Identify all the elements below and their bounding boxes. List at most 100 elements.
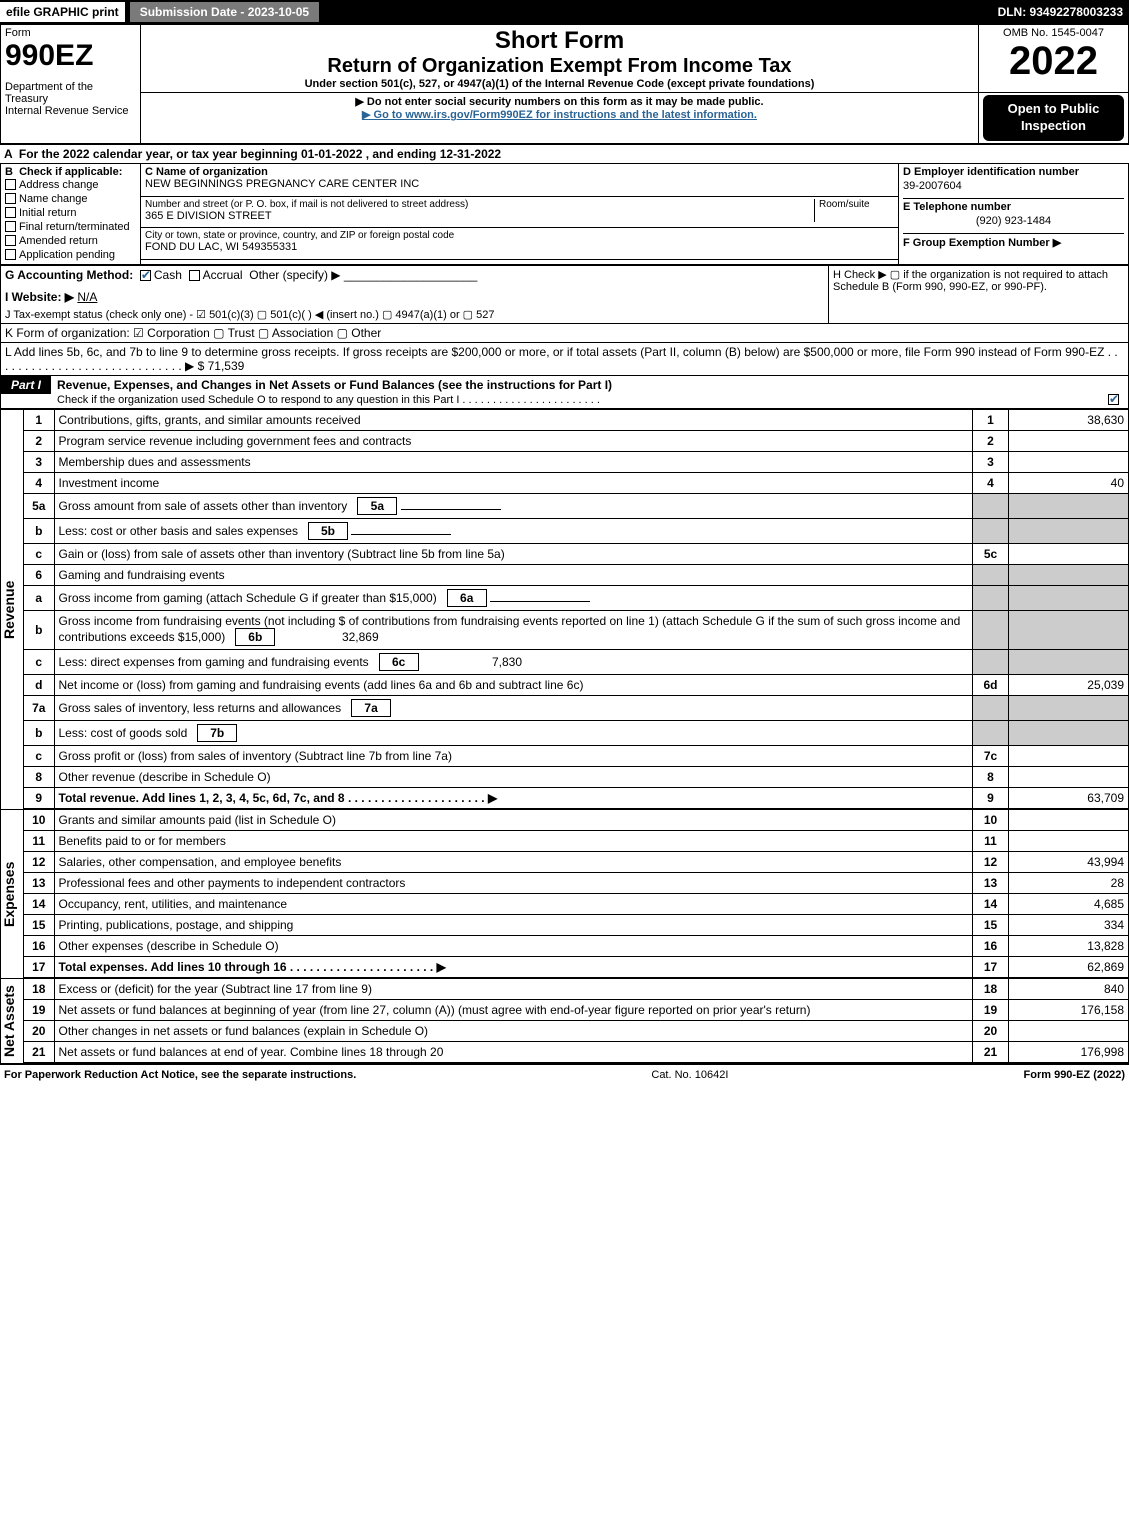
line-10-desc: Grants and similar amounts paid (list in…	[54, 809, 973, 830]
line-4-desc: Investment income	[54, 472, 973, 493]
top-bar: efile GRAPHIC print Submission Date - 20…	[0, 0, 1129, 24]
submission-date: Submission Date - 2023-10-05	[129, 1, 320, 23]
form-number: 990EZ	[5, 39, 136, 73]
website: N/A	[77, 290, 97, 304]
line-6b-val: 32,869	[279, 630, 379, 644]
line-13-desc: Professional fees and other payments to …	[54, 872, 973, 893]
line-7c-desc: Gross profit or (loss) from sales of inv…	[54, 745, 973, 766]
line-5b-desc: Less: cost or other basis and sales expe…	[59, 524, 298, 538]
line-6a-desc: Gross income from gaming (attach Schedul…	[59, 591, 437, 605]
chk-amended[interactable]: Amended return	[5, 234, 136, 248]
short-form-title: Short Form	[145, 27, 974, 55]
line-5a-desc: Gross amount from sale of assets other t…	[59, 499, 348, 513]
line-3-desc: Membership dues and assessments	[54, 451, 973, 472]
c-label: C Name of organization	[145, 166, 894, 178]
part-i-label: Part I	[1, 376, 51, 394]
footer-left: For Paperwork Reduction Act Notice, see …	[4, 1069, 356, 1081]
line-18-amt: 840	[1009, 978, 1129, 999]
city-label: City or town, state or province, country…	[145, 230, 894, 241]
line-17-amt: 62,869	[1009, 956, 1129, 977]
part-i-check[interactable]	[1108, 394, 1119, 405]
line-1-amt: 38,630	[1009, 409, 1129, 430]
line-6d-amt: 25,039	[1009, 674, 1129, 695]
chk-initial[interactable]: Initial return	[5, 206, 136, 220]
section-a: A For the 2022 calendar year, or tax yea…	[0, 144, 1129, 163]
line-15-amt: 334	[1009, 914, 1129, 935]
revenue-sidebar: Revenue	[0, 409, 24, 809]
efile-label: efile GRAPHIC print	[0, 2, 125, 22]
chk-pending[interactable]: Application pending	[5, 248, 136, 262]
city: FOND DU LAC, WI 549355331	[145, 241, 894, 253]
tax-year: 2022	[983, 39, 1124, 84]
part-i-checknote: Check if the organization used Schedule …	[57, 394, 600, 406]
k-line: K Form of organization: ☑ Corporation ▢ …	[1, 323, 1129, 342]
line-12-amt: 43,994	[1009, 851, 1129, 872]
b-label: B Check if applicable:	[5, 166, 136, 178]
header-table: Form 990EZ Department of the Treasury In…	[0, 24, 1129, 144]
line-21-desc: Net assets or fund balances at end of ye…	[54, 1041, 973, 1062]
line-1-desc: Contributions, gifts, grants, and simila…	[59, 413, 969, 427]
line-6c-val: 7,830	[422, 655, 522, 669]
f-label: F Group Exemption Number ▶	[903, 233, 1124, 249]
line-6d-desc: Net income or (loss) from gaming and fun…	[54, 674, 973, 695]
entity-block: B Check if applicable: Address change Na…	[0, 163, 1129, 265]
section-a-text: For the 2022 calendar year, or tax year …	[19, 147, 501, 161]
ein: 39-2007604	[903, 178, 1124, 198]
j-line: J Tax-exempt status (check only one) - ☑…	[5, 308, 824, 321]
footer-mid: Cat. No. 10642I	[651, 1069, 728, 1081]
line-15-desc: Printing, publications, postage, and shi…	[54, 914, 973, 935]
line-9-desc: Total revenue. Add lines 1, 2, 3, 4, 5c,…	[54, 787, 973, 808]
g-label: G Accounting Method:	[5, 268, 133, 282]
line-7a-desc: Gross sales of inventory, less returns a…	[59, 701, 342, 715]
line-16-desc: Other expenses (describe in Schedule O)	[54, 935, 973, 956]
h-block: H Check ▶ ▢ if the organization is not r…	[829, 265, 1129, 323]
street: 365 E DIVISION STREET	[145, 210, 814, 222]
telephone: (920) 923-1484	[903, 213, 1124, 233]
street-label: Number and street (or P. O. box, if mail…	[145, 199, 814, 210]
line-17-desc: Total expenses. Add lines 10 through 16 …	[54, 956, 973, 977]
chk-accrual[interactable]	[189, 270, 200, 281]
chk-cash[interactable]	[140, 270, 151, 281]
line-19-desc: Net assets or fund balances at beginning…	[54, 999, 973, 1020]
footer-right: Form 990-EZ (2022)	[1024, 1069, 1125, 1081]
line-11-desc: Benefits paid to or for members	[54, 830, 973, 851]
ssn-warning: ▶ Do not enter social security numbers o…	[145, 95, 974, 108]
expenses-sidebar: Expenses	[0, 809, 24, 978]
line-12-desc: Salaries, other compensation, and employ…	[54, 851, 973, 872]
line-21-amt: 176,998	[1009, 1041, 1129, 1062]
line-16-amt: 13,828	[1009, 935, 1129, 956]
line-6c-desc: Less: direct expenses from gaming and fu…	[59, 655, 369, 669]
chk-name[interactable]: Name change	[5, 192, 136, 206]
d-label: D Employer identification number	[903, 166, 1124, 178]
omb-number: OMB No. 1545-0047	[983, 27, 1124, 39]
line-5c-desc: Gain or (loss) from sale of assets other…	[54, 543, 973, 564]
goto-link[interactable]: ▶ Go to www.irs.gov/Form990EZ for instru…	[145, 108, 974, 121]
i-label: I Website: ▶	[5, 290, 74, 304]
expense-lines: 10Grants and similar amounts paid (list …	[24, 809, 1129, 978]
line-6b-desc: Gross income from fundraising events (no…	[59, 614, 961, 644]
org-name: NEW BEGINNINGS PREGNANCY CARE CENTER INC	[145, 178, 894, 190]
form-label: Form	[5, 27, 136, 39]
chk-final[interactable]: Final return/terminated	[5, 220, 136, 234]
dln: DLN: 93492278003233	[998, 5, 1129, 19]
under-section: Under section 501(c), 527, or 4947(a)(1)…	[145, 78, 974, 90]
line-8-desc: Other revenue (describe in Schedule O)	[54, 766, 973, 787]
line-7b-desc: Less: cost of goods sold	[59, 726, 188, 740]
return-title: Return of Organization Exempt From Incom…	[145, 55, 974, 78]
footer: For Paperwork Reduction Act Notice, see …	[0, 1063, 1129, 1085]
netasset-lines: 18Excess or (deficit) for the year (Subt…	[24, 978, 1129, 1063]
line-18-desc: Excess or (deficit) for the year (Subtra…	[54, 978, 973, 999]
other-specify: Other (specify) ▶	[249, 268, 340, 282]
e-label: E Telephone number	[903, 198, 1124, 213]
line-13-amt: 28	[1009, 872, 1129, 893]
line-2-desc: Program service revenue including govern…	[54, 430, 973, 451]
ghij-block: G Accounting Method: Cash Accrual Other …	[0, 265, 1129, 376]
chk-address[interactable]: Address change	[5, 178, 136, 192]
l-line: L Add lines 5b, 6c, and 7b to line 9 to …	[1, 342, 1129, 375]
line-6-desc: Gaming and fundraising events	[54, 564, 973, 585]
netassets-sidebar: Net Assets	[0, 978, 24, 1063]
revenue-lines: 1Contributions, gifts, grants, and simil…	[24, 409, 1129, 809]
room-label: Room/suite	[814, 199, 894, 222]
inspection-box: Open to Public Inspection	[983, 95, 1124, 141]
part-i-title: Revenue, Expenses, and Changes in Net As…	[57, 378, 612, 392]
